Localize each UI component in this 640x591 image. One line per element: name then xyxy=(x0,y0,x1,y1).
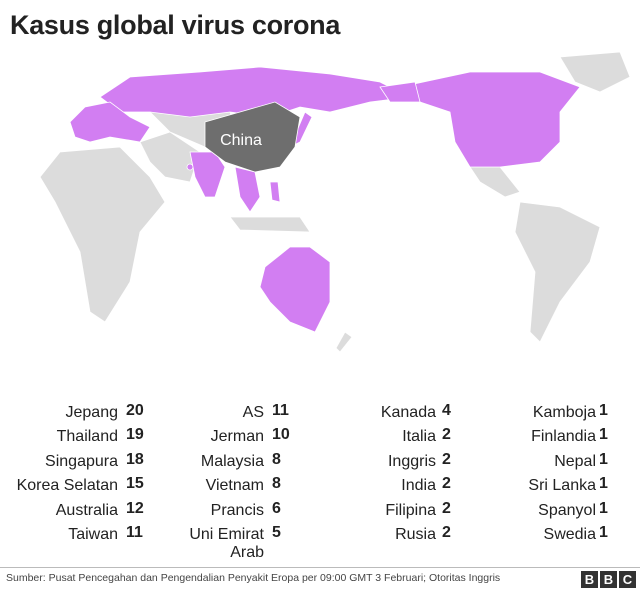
case-count: 2 xyxy=(442,524,451,541)
country-name: Korea Selatan xyxy=(16,477,118,495)
logo-letter: B xyxy=(581,571,598,588)
country-name: Uni Emirat Arab xyxy=(189,526,264,561)
case-count: 11 xyxy=(126,524,143,541)
case-count: 2 xyxy=(442,450,451,468)
country-name: Australia xyxy=(55,501,118,519)
country-name: India xyxy=(401,477,436,495)
country-name: Jerman xyxy=(210,428,264,446)
country-name: Sri Lanka xyxy=(528,477,596,495)
case-count: 18 xyxy=(126,450,144,468)
case-count: 12 xyxy=(126,499,144,517)
country-name: Filipina xyxy=(385,501,436,519)
country-name: Rusia xyxy=(395,526,436,543)
country-name: Taiwan xyxy=(68,526,118,543)
logo-letter: C xyxy=(619,571,636,588)
source: Sumber: Pusat Pencegahan dan Pengendalia… xyxy=(6,572,501,584)
case-count: 2 xyxy=(442,499,451,517)
case-count: 8 xyxy=(272,450,281,468)
case-count: 1 xyxy=(599,475,608,493)
country-name: Prancis xyxy=(210,501,264,519)
case-count: 8 xyxy=(272,475,281,493)
country-name: Spanyol xyxy=(538,501,596,519)
country-name: Vietnam xyxy=(205,477,264,495)
case-count: 2 xyxy=(442,426,451,444)
case-count: 1 xyxy=(599,524,608,541)
country-name: Finlandia xyxy=(531,428,596,446)
case-count: 5 xyxy=(272,524,281,541)
country-name: Italia xyxy=(402,428,436,446)
case-count: 10 xyxy=(272,426,290,444)
case-count: 11 xyxy=(272,402,289,419)
case-count: 19 xyxy=(126,426,144,444)
case-count: 4 xyxy=(442,402,451,419)
world-map: China xyxy=(39,52,631,353)
country-name: Malaysia xyxy=(200,452,264,470)
case-count: 1 xyxy=(599,499,608,517)
country-name: Kanada xyxy=(380,404,436,421)
country-name: Kamboja xyxy=(532,404,596,421)
country-name: Singapura xyxy=(45,452,118,470)
case-count: 1 xyxy=(599,402,608,419)
country-name: Swedia xyxy=(543,526,596,543)
case-count: 20 xyxy=(126,402,144,419)
country-name: Inggris xyxy=(387,452,436,470)
country-name: Jepang xyxy=(65,404,119,421)
case-count: 6 xyxy=(272,499,281,517)
case-count: 15 xyxy=(126,475,144,493)
country-name: AS xyxy=(242,404,264,421)
logo-letter: B xyxy=(600,571,617,588)
footer-rule xyxy=(0,567,640,568)
country-name: Thailand xyxy=(56,428,118,446)
country-name: Nepal xyxy=(554,452,596,470)
case-count: 2 xyxy=(442,475,451,493)
case-count: 1 xyxy=(599,426,608,444)
case-count: 1 xyxy=(599,450,608,468)
title: Kasus global virus corona xyxy=(10,10,341,40)
map-label: China xyxy=(220,132,262,149)
